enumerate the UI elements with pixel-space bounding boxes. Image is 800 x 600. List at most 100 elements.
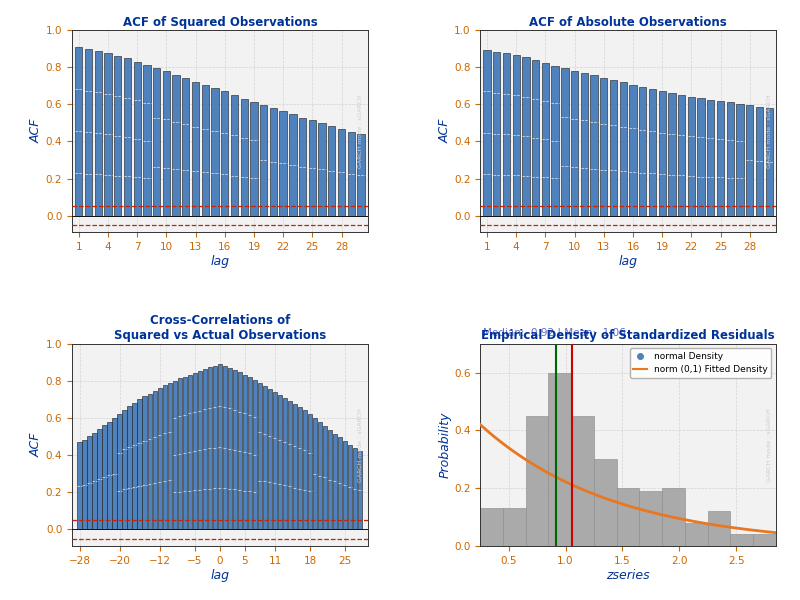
Bar <box>708 511 730 546</box>
Bar <box>594 459 617 546</box>
Bar <box>222 366 227 529</box>
Bar <box>617 488 639 546</box>
Bar <box>562 68 569 215</box>
Bar <box>270 108 277 215</box>
Bar <box>248 377 252 529</box>
Bar <box>348 131 355 215</box>
Bar <box>82 440 86 529</box>
Bar <box>218 364 222 529</box>
Bar <box>279 112 286 215</box>
Bar <box>211 88 218 215</box>
Bar <box>323 426 327 529</box>
Bar <box>639 87 646 215</box>
Bar <box>343 441 347 529</box>
Bar <box>260 105 267 215</box>
Bar <box>353 448 358 529</box>
Bar <box>571 416 594 546</box>
Text: GARCH mode : sGARCH: GARCH mode : sGARCH <box>766 408 771 482</box>
Bar <box>147 394 152 529</box>
Bar <box>480 508 503 546</box>
Text: Median:  0.92 | Mean:  1.06: Median: 0.92 | Mean: 1.06 <box>483 327 626 338</box>
Bar <box>233 370 237 529</box>
Bar <box>493 52 500 215</box>
Bar <box>358 134 365 215</box>
Bar <box>142 397 147 529</box>
Bar <box>192 82 199 215</box>
Bar <box>98 429 102 529</box>
X-axis label: zseries: zseries <box>606 569 650 581</box>
Bar <box>78 442 82 529</box>
Bar <box>178 379 182 529</box>
Bar <box>162 71 170 215</box>
Bar <box>668 94 675 215</box>
Bar <box>318 123 326 215</box>
Bar <box>522 57 530 215</box>
Bar <box>162 385 167 529</box>
Bar <box>238 373 242 529</box>
Bar <box>167 383 172 529</box>
Bar <box>182 377 187 529</box>
Bar <box>228 368 232 529</box>
Bar <box>153 68 160 215</box>
Bar <box>158 388 162 529</box>
Bar <box>278 395 282 529</box>
Bar <box>133 403 137 529</box>
Bar <box>358 451 362 529</box>
Bar <box>754 535 776 546</box>
X-axis label: lag: lag <box>210 255 230 268</box>
Bar <box>92 433 97 529</box>
Bar <box>242 375 247 529</box>
Bar <box>104 53 112 215</box>
Bar <box>571 71 578 215</box>
Bar <box>293 404 298 529</box>
Bar <box>231 95 238 215</box>
Y-axis label: ACF: ACF <box>30 433 43 457</box>
Y-axis label: ACF: ACF <box>30 119 43 143</box>
Legend: normal Density, norm (0,1) Fitted Density: normal Density, norm (0,1) Fitted Densit… <box>630 348 771 378</box>
Bar <box>756 107 763 215</box>
Bar <box>503 508 526 546</box>
Bar <box>290 114 297 215</box>
Bar <box>746 105 754 215</box>
Bar <box>134 62 141 215</box>
Text: GARCH mode : sGARCH: GARCH mode : sGARCH <box>358 94 363 168</box>
Bar <box>113 418 117 529</box>
Bar <box>299 118 306 215</box>
Bar <box>328 126 335 215</box>
Bar <box>213 366 217 529</box>
Bar <box>188 375 192 529</box>
Bar <box>288 401 292 529</box>
Bar <box>107 422 112 529</box>
Bar <box>717 101 724 215</box>
Bar <box>685 523 708 546</box>
Bar <box>630 85 637 215</box>
Bar <box>688 97 695 215</box>
Bar <box>338 437 342 529</box>
Bar <box>250 101 258 215</box>
Bar <box>182 78 190 215</box>
Bar <box>678 95 686 215</box>
Bar <box>173 75 180 215</box>
Bar <box>658 91 666 215</box>
Bar <box>581 73 588 215</box>
Bar <box>198 371 202 529</box>
Bar <box>542 62 549 215</box>
Text: GARCH mode : sGARCH: GARCH mode : sGARCH <box>358 408 363 482</box>
Text: GARCH mode : sGARCH: GARCH mode : sGARCH <box>766 94 771 168</box>
Bar <box>208 367 212 529</box>
Bar <box>328 430 333 529</box>
Bar <box>303 410 307 529</box>
Bar <box>736 104 744 215</box>
Bar <box>143 65 150 215</box>
Bar <box>258 383 262 529</box>
Bar <box>202 369 207 529</box>
Title: ACF of Squared Observations: ACF of Squared Observations <box>122 16 318 29</box>
Bar <box>503 53 510 215</box>
X-axis label: lag: lag <box>210 569 230 581</box>
Bar <box>263 386 267 529</box>
Bar <box>75 47 82 215</box>
Title: Cross-Correlations of
Squared vs Actual Observations: Cross-Correlations of Squared vs Actual … <box>114 314 326 343</box>
Bar <box>551 65 558 215</box>
Bar <box>313 418 318 529</box>
Bar <box>348 445 353 529</box>
